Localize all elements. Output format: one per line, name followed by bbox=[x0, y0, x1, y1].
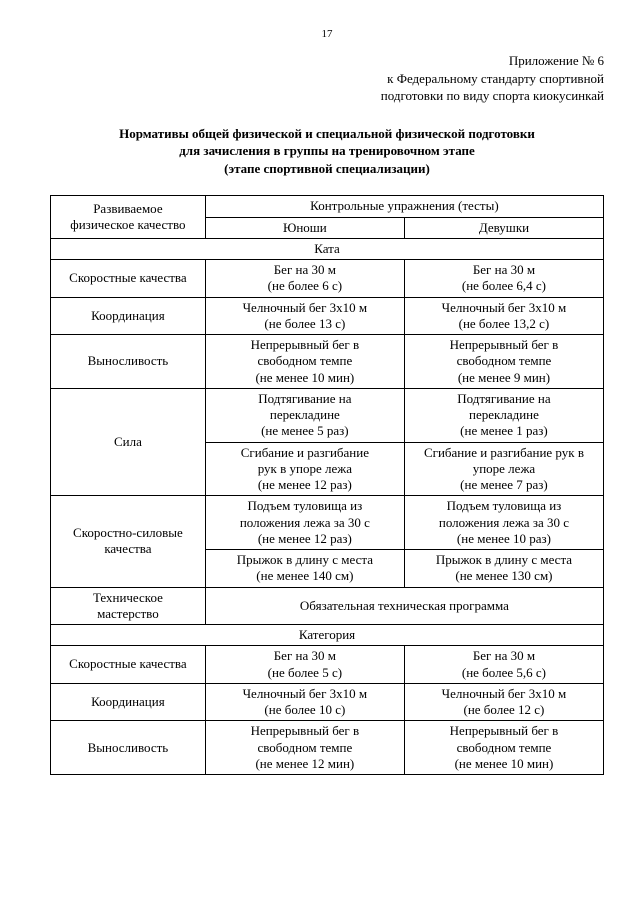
table-row: Скоростные качества Бег на 30 м(не более… bbox=[51, 646, 604, 684]
cell-boys: Сгибание и разгибаниерук в упоре лежа(не… bbox=[205, 442, 404, 496]
quality-speed: Скоростные качества bbox=[51, 260, 206, 298]
document-title: Нормативы общей физической и специальной… bbox=[50, 125, 604, 178]
cell-boys: Бег на 30 м(не более 6 с) bbox=[205, 260, 404, 298]
header-line1: Приложение № 6 bbox=[509, 53, 604, 68]
cell-technical: Обязательная техническая программа bbox=[205, 587, 603, 625]
header-quality: Развиваемое физическое качество bbox=[51, 196, 206, 239]
quality-coordination: Координация bbox=[51, 683, 206, 721]
table-row: Выносливость Непрерывный бег всвободном … bbox=[51, 721, 604, 775]
title-line3: (этапе спортивной специализации) bbox=[224, 161, 430, 176]
cell-girls: Челночный бег 3х10 м(не более 12 с) bbox=[404, 683, 603, 721]
cell-boys: Непрерывный бег всвободном темпе(не мене… bbox=[205, 721, 404, 775]
quality-endurance: Выносливость bbox=[51, 721, 206, 775]
table-row: Техническоемастерство Обязательная техни… bbox=[51, 587, 604, 625]
cell-boys: Непрерывный бег всвободном темпе(не мене… bbox=[205, 335, 404, 389]
header-line2: к Федеральному стандарту спортивной bbox=[387, 71, 604, 86]
cell-girls: Бег на 30 м(не более 5,6 с) bbox=[404, 646, 603, 684]
quality-strength: Сила bbox=[51, 388, 206, 496]
section-category-label: Категория bbox=[51, 625, 604, 646]
section-kata: Ката bbox=[51, 238, 604, 259]
header-tests: Контрольные упражнения (тесты) bbox=[205, 196, 603, 217]
header-boys: Юноши bbox=[205, 217, 404, 238]
appendix-header: Приложение № 6 к Федеральному стандарту … bbox=[50, 52, 604, 105]
title-line2: для зачисления в группы на тренировочном… bbox=[179, 143, 475, 158]
title-line1: Нормативы общей физической и специальной… bbox=[119, 126, 535, 141]
table-row: Скоростные качества Бег на 30 м(не более… bbox=[51, 260, 604, 298]
cell-girls: Челночный бег 3х10 м(не более 13,2 с) bbox=[404, 297, 603, 335]
cell-girls: Прыжок в длину с места(не менее 130 см) bbox=[404, 550, 603, 588]
quality-speed-strength: Скоростно-силовыекачества bbox=[51, 496, 206, 587]
quality-endurance: Выносливость bbox=[51, 335, 206, 389]
quality-speed: Скоростные качества bbox=[51, 646, 206, 684]
table-header-row: Развиваемое физическое качество Контроль… bbox=[51, 196, 604, 217]
cell-girls: Подъем туловища изположения лежа за 30 с… bbox=[404, 496, 603, 550]
cell-boys: Подъем туловища изположения лежа за 30 с… bbox=[205, 496, 404, 550]
table-row: Выносливость Непрерывный бег всвободном … bbox=[51, 335, 604, 389]
table-row: Сила Подтягивание наперекладине(не менее… bbox=[51, 388, 604, 442]
table-row: Скоростно-силовыекачества Подъем туловищ… bbox=[51, 496, 604, 550]
cell-boys: Прыжок в длину с места(не менее 140 см) bbox=[205, 550, 404, 588]
header-girls: Девушки bbox=[404, 217, 603, 238]
page-number: 17 bbox=[50, 28, 604, 40]
cell-girls: Непрерывный бег всвободном темпе(не мене… bbox=[404, 721, 603, 775]
section-kata-label: Ката bbox=[51, 238, 604, 259]
cell-girls: Сгибание и разгибание рук вупоре лежа(не… bbox=[404, 442, 603, 496]
table-row: Координация Челночный бег 3х10 м(не боле… bbox=[51, 297, 604, 335]
quality-technical: Техническоемастерство bbox=[51, 587, 206, 625]
standards-table: Развиваемое физическое качество Контроль… bbox=[50, 195, 604, 775]
section-category: Категория bbox=[51, 625, 604, 646]
table-row: Координация Челночный бег 3х10 м(не боле… bbox=[51, 683, 604, 721]
cell-girls: Бег на 30 м(не более 6,4 с) bbox=[404, 260, 603, 298]
cell-boys: Челночный бег 3х10 м(не более 10 с) bbox=[205, 683, 404, 721]
cell-boys: Бег на 30 м(не более 5 с) bbox=[205, 646, 404, 684]
cell-boys: Челночный бег 3х10 м(не более 13 с) bbox=[205, 297, 404, 335]
quality-coordination: Координация bbox=[51, 297, 206, 335]
cell-girls: Подтягивание наперекладине(не менее 1 ра… bbox=[404, 388, 603, 442]
cell-girls: Непрерывный бег всвободном темпе(не мене… bbox=[404, 335, 603, 389]
cell-boys: Подтягивание наперекладине(не менее 5 ра… bbox=[205, 388, 404, 442]
header-line3: подготовки по виду спорта киокусинкай bbox=[381, 88, 604, 103]
